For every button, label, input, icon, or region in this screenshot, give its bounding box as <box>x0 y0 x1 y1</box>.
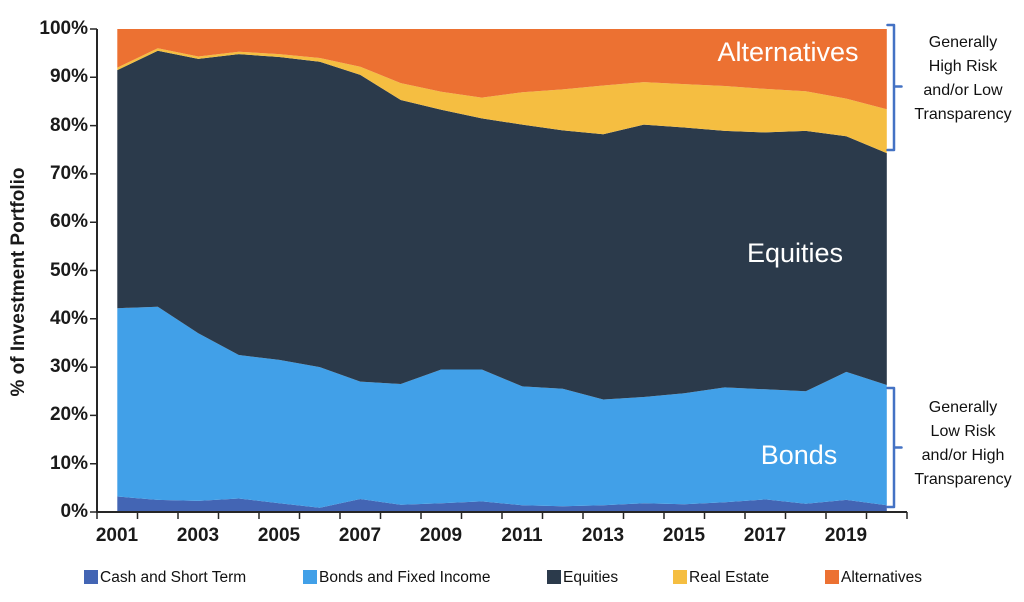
x-tick-label-2009: 2009 <box>419 525 463 546</box>
annotation-line: and/or Low <box>923 82 1003 99</box>
y-tick-label-60: 60% <box>49 211 88 232</box>
legend-label: Cash and Short Term <box>100 569 247 586</box>
y-tick-label-40: 40% <box>49 308 88 329</box>
legend-item-real-estate: Real Estate <box>673 569 769 587</box>
area-real-estate <box>117 48 887 154</box>
x-tick-label-2001: 2001 <box>95 525 139 546</box>
y-tick-label-100: 100% <box>39 18 88 39</box>
legend-item-cash: Cash and Short Term <box>84 569 246 587</box>
area-equities <box>117 50 887 400</box>
equities-swatch-icon <box>547 570 561 584</box>
cash-swatch-icon <box>84 570 98 584</box>
y-tick-label-30: 30% <box>49 356 88 377</box>
legend-label: Alternatives <box>841 569 922 586</box>
bonds-swatch-icon <box>303 570 317 584</box>
legend-item-bonds: Bonds and Fixed Income <box>303 569 490 587</box>
real-estate-swatch-icon <box>673 570 687 584</box>
y-tick-label-90: 90% <box>49 66 88 87</box>
x-tick-label-2019: 2019 <box>824 525 868 546</box>
legend-label: Real Estate <box>689 569 770 586</box>
bonds-area-label: Bonds <box>760 440 838 470</box>
area-bonds-and-fixed-income <box>117 306 887 508</box>
annotation-line: Generally <box>928 399 998 416</box>
x-tick-label-2017: 2017 <box>743 525 787 546</box>
low-risk-annotation: Generally Low Risk and/or High Transpare… <box>905 396 1021 492</box>
axes <box>90 28 908 519</box>
x-tick-label-2003: 2003 <box>176 525 220 546</box>
x-tick-label-2011: 2011 <box>501 525 543 546</box>
legend-label: Equities <box>563 569 619 586</box>
y-tick-label-20: 20% <box>49 404 88 425</box>
alternatives-area-label: Alternatives <box>717 37 859 67</box>
annotation-line: Low Risk <box>930 423 996 440</box>
stacked-areas <box>117 29 887 512</box>
x-tick-label-2015: 2015 <box>662 525 706 546</box>
x-tick-label-2013: 2013 <box>581 525 625 546</box>
y-tick-label-10: 10% <box>49 453 88 474</box>
x-tick-label-2005: 2005 <box>257 525 301 546</box>
alternatives-swatch-icon <box>825 570 839 584</box>
annotation-line: Generally <box>928 34 998 51</box>
high-risk-bracket-icon <box>886 23 903 152</box>
high-risk-annotation: Generally High Risk and/or Low Transpare… <box>905 31 1021 127</box>
area-alternatives <box>117 29 887 110</box>
x-tick-label-2007: 2007 <box>338 525 382 546</box>
y-tick-label-50: 50% <box>49 260 88 281</box>
y-tick-label-80: 80% <box>49 115 88 136</box>
legend-item-alternatives: Alternatives <box>825 569 922 587</box>
equities-area-label: Equities <box>746 238 844 268</box>
annotation-line: Transparency <box>914 106 1012 123</box>
annotation-line: Transparency <box>914 471 1012 488</box>
annotation-line: and/or High <box>921 447 1005 464</box>
tick-marks <box>90 28 908 519</box>
annotation-line: High Risk <box>928 58 998 75</box>
legend-label: Bonds and Fixed Income <box>319 569 491 586</box>
legend-item-equities: Equities <box>547 569 618 587</box>
y-tick-label-70: 70% <box>49 163 88 184</box>
low-risk-bracket-icon <box>886 386 903 509</box>
y-tick-label-0: 0% <box>60 501 88 522</box>
area-cash-and-short-term <box>117 496 887 512</box>
